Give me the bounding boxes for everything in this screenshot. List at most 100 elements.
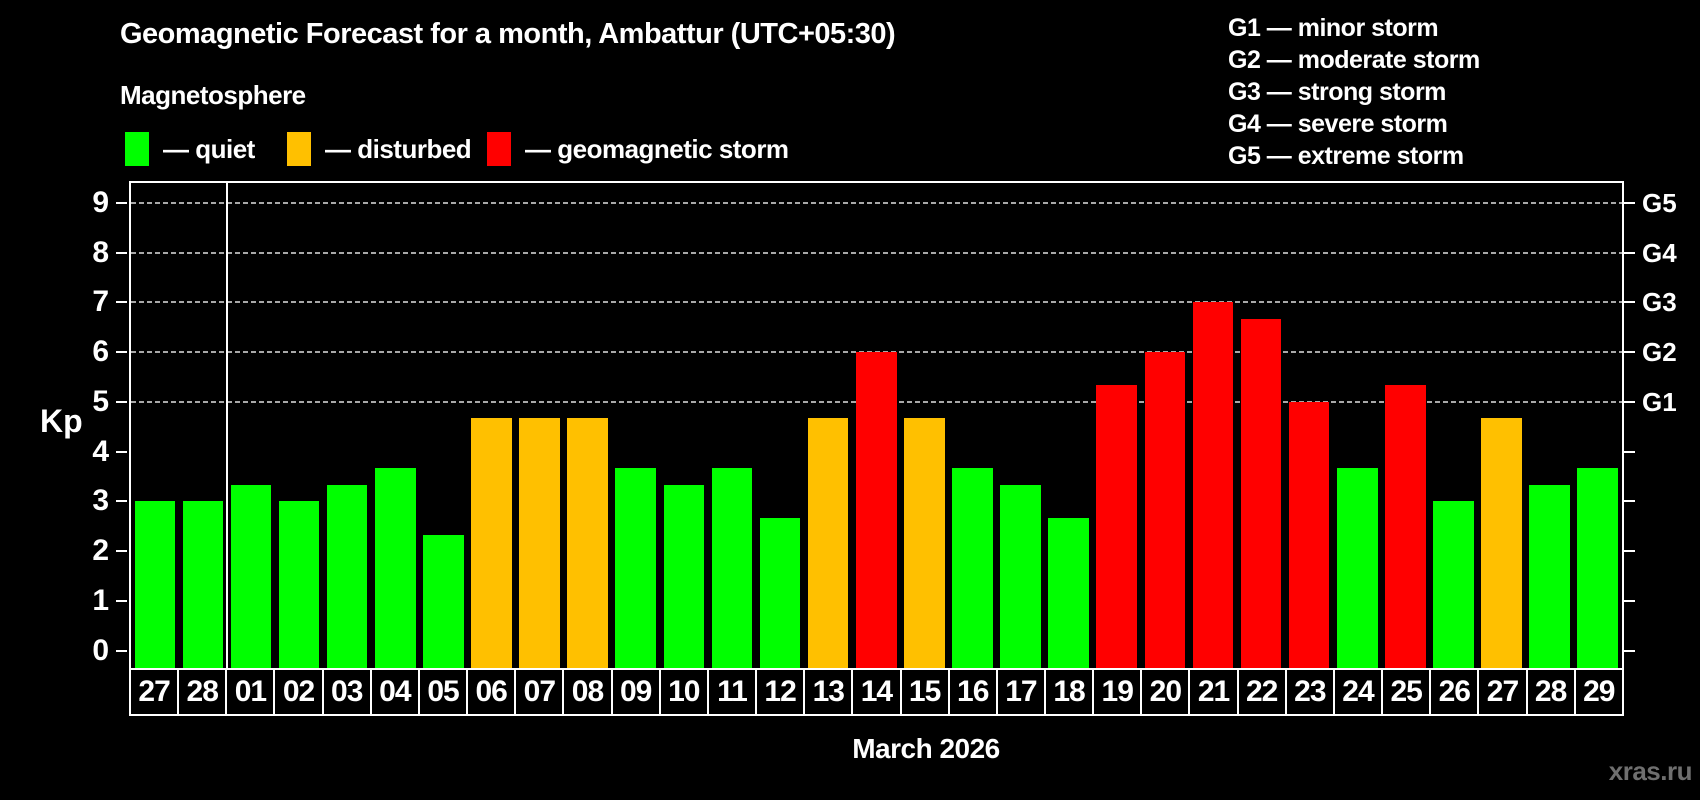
day-label-cell-25: 24 <box>1332 668 1384 716</box>
kp-bar-day-25 <box>1385 385 1426 668</box>
legend-label-storm: — geomagnetic storm <box>525 133 789 164</box>
day-label-cell-17: 16 <box>947 668 998 716</box>
day-label-cell-9: 08 <box>562 668 613 716</box>
day-label-cell-30: 29 <box>1573 668 1624 716</box>
g-legend-line-g1: G1 — minor storm <box>1228 14 1439 42</box>
y-tick-label-5: 5 <box>92 384 109 418</box>
legend-item-disturbed: — disturbed <box>287 132 472 166</box>
day-label-cell-29: 28 <box>1525 668 1576 716</box>
day-label-cell-2: 01 <box>225 668 276 716</box>
y-tick-left-5 <box>116 400 127 403</box>
day-label-cell-4: 03 <box>321 668 372 716</box>
g-legend-line-g3: G3 — strong storm <box>1228 78 1446 106</box>
day-label-cell-26: 25 <box>1381 668 1432 716</box>
kp-bar-day-28 <box>182 501 224 668</box>
day-label-cell-13: 12 <box>755 668 806 716</box>
y-tick-right-4 <box>1624 450 1635 453</box>
y-tick-right-5 <box>1624 400 1635 403</box>
y-tick-right-0 <box>1624 649 1635 652</box>
gridline-kp9 <box>131 201 1622 204</box>
kp-bar-day-28 <box>1529 484 1570 668</box>
day-label-cell-19: 18 <box>1043 668 1095 716</box>
quiet-swatch-icon <box>125 132 149 166</box>
legend-label-disturbed: — disturbed <box>325 133 472 164</box>
disturbed-swatch-icon <box>287 132 311 166</box>
y-tick-right-9 <box>1624 201 1635 204</box>
day-label-cell-7: 06 <box>466 668 517 716</box>
y-tick-right-8 <box>1624 251 1635 254</box>
kp-bar-day-21 <box>1192 302 1234 668</box>
plot-area: 0 1 2 3 4 5 6 7 8 9 G1 G2 G3 G4 G5 <box>92 181 1677 670</box>
kp-bar-day-03 <box>326 484 368 668</box>
kp-bar-day-01 <box>230 484 272 668</box>
y-tick-label-4: 4 <box>92 434 109 468</box>
day-label-cell-27: 26 <box>1429 668 1480 716</box>
legend-item-storm: — geomagnetic storm <box>487 132 789 166</box>
y-tick-left-1 <box>116 599 127 602</box>
y-tick-label-6: 6 <box>92 335 109 368</box>
day-label-cell-11: 10 <box>658 668 709 716</box>
kp-bar-day-20 <box>1144 352 1186 668</box>
kp-bar-day-27 <box>1481 418 1522 668</box>
kp-bar-day-22 <box>1240 318 1282 668</box>
kp-bar-day-23 <box>1288 401 1330 668</box>
watermark: xras.ru <box>1608 756 1693 786</box>
y-tick-left-2 <box>116 550 127 552</box>
g-legend-line-g4: G4 — severe storm <box>1228 110 1448 138</box>
kp-bar-day-15 <box>904 418 945 668</box>
g-level-label-g2: G2 <box>1642 337 1677 367</box>
day-label-cell-23: 22 <box>1236 668 1287 716</box>
day-label-cell-12: 11 <box>706 668 758 716</box>
month-separator <box>226 183 229 668</box>
kp-bar-day-02 <box>278 501 320 668</box>
day-label-cell-14: 13 <box>803 668 854 716</box>
y-tick-left-9 <box>116 201 127 204</box>
g-level-label-g4: G4 <box>1642 237 1677 268</box>
kp-bar-day-19 <box>1096 385 1138 668</box>
kp-bar-day-04 <box>374 467 416 668</box>
y-tick-right-1 <box>1624 599 1635 602</box>
day-label-cell-5: 04 <box>369 668 420 716</box>
kp-bar-day-09 <box>615 467 657 668</box>
kp-bar-day-29 <box>1577 467 1618 668</box>
y-tick-left-4 <box>116 450 127 453</box>
kp-bar-day-14 <box>855 352 897 668</box>
day-label-cell-8: 07 <box>514 668 565 716</box>
kp-bar-day-05 <box>423 534 464 668</box>
g-legend-line-g2: G2 — moderate storm <box>1228 46 1480 74</box>
kp-bar-day-12 <box>759 517 801 668</box>
y-axis-title: Kp <box>40 403 83 439</box>
day-label-cell-21: 20 <box>1140 668 1191 716</box>
legend-item-quiet: — quiet <box>125 132 255 166</box>
y-tick-left-6 <box>116 351 127 353</box>
kp-bar-day-08 <box>567 418 608 668</box>
y-tick-label-9: 9 <box>92 185 109 219</box>
kp-bar-day-17 <box>1000 484 1041 668</box>
kp-bar-day-10 <box>663 484 705 668</box>
g-scale-legend: G1 — minor storm G2 — moderate storm G3 … <box>1228 12 1480 172</box>
kp-bar-day-24 <box>1336 467 1378 668</box>
y-tick-left-0 <box>116 649 127 652</box>
day-label-cell-28: 27 <box>1477 668 1528 716</box>
y-tick-left-7 <box>116 301 127 304</box>
day-label-cell-3: 02 <box>273 668 324 716</box>
day-label-cell-1: 28 <box>177 668 228 716</box>
x-axis-day-labels: 27 28 01 02 03 04 05 06 07 08 09 10 11 12 13 14 15 16 17 18… <box>129 668 1624 716</box>
y-tick-right-6 <box>1624 351 1635 353</box>
g-level-label-g5: G5 <box>1642 187 1677 218</box>
y-tick-label-0: 0 <box>92 633 109 667</box>
day-label-cell-22: 21 <box>1188 668 1239 716</box>
chart-subtitle: Magnetosphere <box>120 80 306 110</box>
y-tick-label-7: 7 <box>92 285 109 319</box>
y-tick-left-3 <box>116 500 127 503</box>
y-tick-right-3 <box>1624 500 1635 503</box>
kp-bar-day-06 <box>471 418 512 668</box>
y-tick-label-8: 8 <box>92 235 109 269</box>
plot-inner: 0 1 2 3 4 5 6 7 8 9 G1 G2 G3 G4 G5 <box>92 183 1677 668</box>
kp-bar-day-07 <box>519 418 560 668</box>
kp-bar-day-18 <box>1048 517 1089 668</box>
day-label-cell-0: 27 <box>129 668 180 716</box>
y-tick-right-2 <box>1624 550 1635 552</box>
y-tick-label-2: 2 <box>92 534 109 567</box>
